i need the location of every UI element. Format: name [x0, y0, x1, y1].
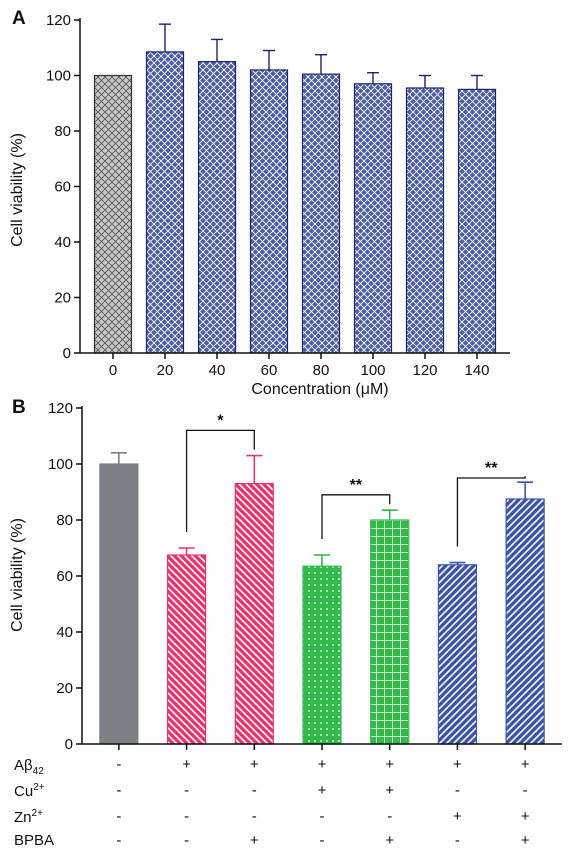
treatment-symbol: +: [521, 756, 530, 773]
panel-b-bar-4: [302, 565, 342, 745]
significance-bracket: [185, 429, 255, 532]
panel-a-x-tick-label: 100: [360, 362, 385, 379]
panel-a-label: A: [12, 8, 26, 29]
treatment-symbol: -: [455, 782, 460, 799]
panel-a-bar-80: [301, 73, 341, 354]
treatment-symbol: -: [184, 832, 189, 849]
panel-b-y-tick-label: 0: [65, 736, 73, 753]
panel-b-y-tick-label: 40: [56, 624, 73, 641]
treatment-symbol: +: [521, 832, 530, 849]
panel-b-bar-5: [370, 519, 410, 745]
treatment-symbol: -: [116, 756, 121, 773]
panel-a-x-axis-title: Concentration (μM): [251, 381, 388, 398]
panel-b-y-tick-label: 100: [48, 456, 73, 473]
treatment-symbol: -: [116, 782, 121, 799]
treatment-symbol: -: [387, 808, 392, 825]
significance-label: *: [217, 412, 224, 429]
panel-a-x-tick-label: 60: [261, 362, 278, 379]
panel-a-x-tick-label: 0: [109, 362, 117, 379]
significance-label: **: [350, 477, 363, 494]
treatment-symbol: +: [182, 756, 191, 773]
panel-a-bar-0: [93, 74, 133, 354]
significance-bracket: [456, 476, 526, 547]
treatment-symbol: +: [250, 756, 259, 773]
significance-bracket: [321, 494, 391, 539]
treatment-symbol: -: [320, 808, 325, 825]
row-label-bpba: BPBA: [14, 832, 54, 849]
panel-b-bar-6: [437, 564, 478, 745]
panel-a-bar-20: [145, 51, 185, 354]
panel-a-y-tick-label: 40: [54, 234, 71, 251]
panel-a-x-tick-label: 20: [157, 362, 174, 379]
treatment-symbol: +: [521, 808, 530, 825]
panel-a-bar-60: [249, 69, 289, 354]
treatment-symbol: -: [184, 808, 189, 825]
treatment-symbol: -: [116, 832, 121, 849]
panel-a-x-tick-label: 140: [464, 362, 489, 379]
treatment-symbol: +: [385, 782, 394, 799]
panel-b-bar-2: [166, 554, 207, 745]
panel-a-x-tick-label: 120: [412, 362, 437, 379]
panel-b-bar-7: [505, 498, 545, 745]
treatment-symbol: +: [453, 808, 462, 825]
panel-a-chart: A Cell viability (%) Concentration (μM) …: [9, 8, 510, 398]
panel-b-y-tick-label: 80: [56, 512, 73, 529]
significance-label: **: [485, 460, 498, 477]
panel-a-y-tick-label: 0: [63, 345, 71, 362]
panel-b-label: B: [12, 397, 26, 418]
panel-a-bar-40: [197, 61, 237, 354]
treatment-symbol: +: [318, 756, 327, 773]
treatment-symbol: +: [453, 756, 462, 773]
panel-b-bar-3: [234, 483, 274, 745]
panel-b-bar-1: [99, 463, 139, 745]
treatment-symbol: +: [385, 832, 394, 849]
treatment-symbol: +: [385, 756, 394, 773]
panel-a-bar-120: [405, 87, 445, 354]
treatment-symbol: -: [116, 808, 121, 825]
panel-b-y-tick-label: 60: [56, 568, 73, 585]
row-label-zn: Zn2+: [14, 808, 43, 826]
panel-a-y-tick-label: 80: [54, 123, 71, 140]
treatment-symbol: -: [252, 808, 257, 825]
treatment-symbol: -: [523, 782, 528, 799]
panel-a-bar-100: [353, 83, 393, 354]
treatment-symbol: +: [250, 832, 259, 849]
panel-a-y-tick-label: 100: [46, 68, 71, 85]
panel-a-y-tick-label: 60: [54, 179, 71, 196]
panel-a-x-tick-label: 80: [313, 362, 330, 379]
treatment-symbol: +: [318, 782, 327, 799]
row-label-abeta: Aβ42: [14, 757, 44, 777]
panel-b-y-tick-label: 120: [48, 400, 73, 417]
panel-b-y-tick-label: 20: [56, 680, 73, 697]
treatment-symbol: -: [184, 782, 189, 799]
panel-a-y-axis-title: Cell viability (%): [9, 133, 26, 247]
row-label-cu: Cu2+: [14, 782, 45, 800]
treatment-symbol: -: [320, 832, 325, 849]
panel-b-y-axis-title: Cell viability (%): [9, 518, 26, 632]
panel-a-x-tick-label: 40: [209, 362, 226, 379]
treatment-symbol: -: [252, 782, 257, 799]
panel-a-y-tick-label: 120: [46, 12, 71, 29]
panel-a-y-tick-label: 20: [54, 290, 71, 307]
treatment-symbol: -: [455, 832, 460, 849]
panel-a-bar-140: [457, 88, 497, 354]
